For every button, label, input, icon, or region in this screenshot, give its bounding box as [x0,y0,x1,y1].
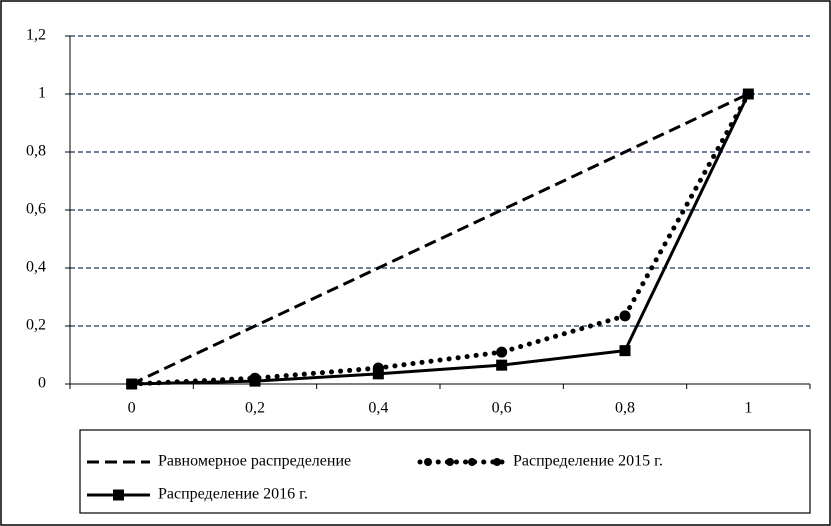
y-tick-label: 1 [38,85,46,102]
series-line [129,91,751,387]
x-tick-label: 0,4 [368,400,388,417]
x-tick-label: 0 [128,400,136,417]
marker [372,368,384,380]
marker [742,88,754,100]
y-tick-label: 0,2 [26,317,46,334]
x-tick-label: 1 [744,400,752,417]
y-tick-label: 0,8 [26,143,46,160]
legend-marker [468,458,476,466]
legend-marker [446,458,454,466]
series-line [131,92,749,386]
legend-label: Распределение 2016 г. [158,486,308,503]
marker [496,359,508,371]
legend-marker [424,458,432,466]
y-tick-label: 0,6 [26,201,46,218]
y-tick-label: 0 [38,375,46,392]
legend-marker [493,458,501,466]
marker [496,346,508,358]
marker [619,345,631,357]
series-line [131,93,750,386]
marker [126,378,138,390]
x-tick-label: 0,2 [245,400,265,417]
legend-label: Распределение 2015 г. [513,453,663,470]
marker [619,310,631,322]
legend-box [79,429,811,514]
y-tick-label: 0,4 [26,259,46,276]
legend-label: Равномерное распределение [158,453,351,470]
y-tick-label: 1,2 [26,27,46,44]
marker [249,375,261,387]
x-tick-label: 0,8 [615,400,635,417]
legend-marker [113,489,124,501]
x-tick-label: 0,6 [492,400,512,417]
